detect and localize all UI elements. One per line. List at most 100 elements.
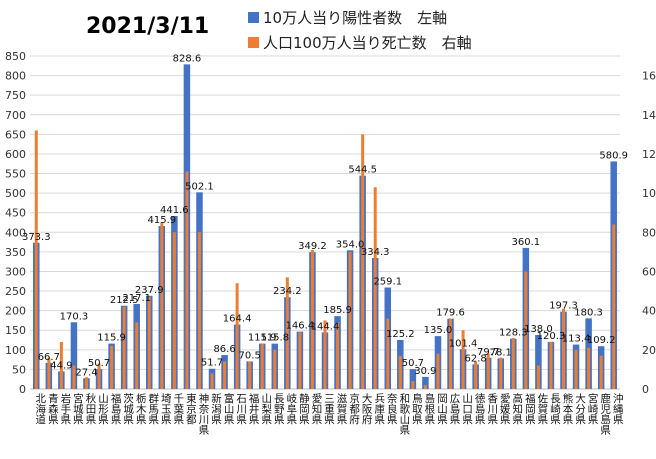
deaths-bar (298, 332, 302, 389)
cases-value-label: 259.1 (373, 276, 402, 287)
deaths-bar (84, 377, 88, 389)
cases-value-label: 146.4 (286, 321, 315, 332)
category-label: 神奈川県 (197, 392, 209, 436)
deaths-bar (599, 355, 603, 389)
left-tick-label: 350 (5, 246, 26, 259)
cases-value-label: 170.3 (60, 311, 89, 322)
category-label: 茨城県 (122, 392, 134, 425)
deaths-bar (47, 357, 51, 389)
legend-cases-label: 10万人当り陽性者数 左軸 (263, 9, 447, 27)
category-label: 兵庫県 (373, 392, 385, 425)
deaths-bar (97, 363, 101, 389)
deaths-bar (34, 130, 38, 389)
deaths-bar (310, 249, 314, 389)
legend-deaths-swatch (248, 37, 259, 48)
category-label: 福井県 (248, 392, 260, 425)
category-label: 和歌山県 (398, 393, 410, 436)
left-tick-label: 700 (5, 109, 26, 122)
category-label: 山口県 (461, 393, 473, 425)
category-label: 大阪府 (361, 392, 373, 425)
legend-deaths-label: 人口100万人当り死亡数 右軸 (263, 34, 472, 52)
bars (33, 64, 617, 390)
category-label: 香川県 (486, 393, 498, 425)
category-label: 栃木県 (135, 392, 147, 425)
deaths-bar (110, 345, 114, 389)
cases-value-label: 70.5 (239, 350, 261, 361)
category-label: 愛媛県 (499, 392, 511, 425)
cases-value-label: 415.9 (147, 215, 176, 226)
category-label: 新潟県 (210, 392, 222, 425)
deaths-bar (147, 296, 151, 389)
cases-value-label: 360.1 (512, 237, 541, 248)
deaths-bar (449, 318, 453, 389)
deaths-bar (499, 357, 503, 389)
category-label: 東京都 (185, 392, 197, 425)
category-label: 鳥取県 (411, 392, 423, 425)
category-label: 福島県 (110, 392, 122, 425)
category-label: 富山県 (223, 392, 235, 425)
gridlines (30, 55, 620, 390)
cases-value-label: 354.0 (336, 239, 365, 250)
right-tick-label: 60 (642, 265, 656, 278)
cases-value-label: 79.7 (477, 347, 499, 358)
cases-value-label: 180.3 (574, 307, 603, 318)
left-tick-label: 100 (5, 344, 26, 357)
category-label: 福岡県 (524, 392, 536, 425)
deaths-bar (361, 134, 365, 389)
left-tick-label: 550 (5, 168, 26, 181)
cases-value-label: 113.4 (562, 334, 591, 345)
deaths-bar (197, 232, 201, 389)
deaths-bar (386, 318, 390, 389)
right-axis: 0 20 40 60 80 100 120 140 160 (642, 70, 656, 396)
deaths-bar (436, 353, 440, 389)
cases-value-label: 185.9 (323, 305, 352, 316)
category-label: 広島県 (449, 392, 461, 425)
cases-value-label: 30.9 (414, 366, 436, 377)
deaths-bar (461, 330, 465, 389)
cases-value-label: 217.1 (122, 293, 151, 304)
deaths-bar (223, 361, 227, 389)
left-tick-label: 750 (5, 89, 26, 102)
deaths-bar (260, 343, 264, 389)
category-label: 長野県 (273, 393, 285, 425)
deaths-bar (373, 187, 377, 389)
left-tick-label: 800 (5, 70, 26, 83)
category-label: 岩手県 (59, 392, 71, 425)
category-label: 鹿児島県 (599, 392, 611, 436)
category-label: 京都府 (348, 392, 360, 425)
cases-value-label: 51.7 (201, 358, 223, 369)
right-tick-label: 0 (642, 383, 649, 396)
cases-bar (535, 334, 542, 389)
cases-value-label: 86.6 (213, 344, 235, 355)
category-label: 山形県 (97, 393, 109, 425)
category-label: 沖縄県 (612, 392, 624, 425)
category-label: 千葉県 (172, 393, 184, 425)
deaths-bar (511, 338, 515, 389)
deaths-bar (135, 322, 139, 389)
deaths-bar (549, 341, 553, 389)
cases-value-label: 144.4 (311, 321, 340, 332)
cases-value-label: 115.9 (97, 333, 126, 344)
deaths-bar (398, 355, 402, 389)
category-label: 愛知県 (310, 392, 322, 425)
left-tick-label: 200 (5, 305, 26, 318)
cases-value-label: 62.8 (465, 353, 487, 364)
deaths-bar (160, 222, 164, 389)
deaths-bar (536, 365, 540, 389)
left-tick-label: 600 (5, 148, 26, 161)
deaths-bar (336, 322, 340, 389)
category-label: 岐阜県 (285, 392, 297, 425)
cases-value-label: 115.8 (260, 333, 289, 344)
category-label: 宮城県 (72, 392, 84, 425)
category-label: 三重県 (323, 393, 335, 425)
right-tick-label: 140 (642, 109, 656, 122)
deaths-bar (524, 271, 528, 389)
cases-value-label: 441.6 (160, 205, 189, 216)
category-label: 群馬県 (147, 392, 159, 425)
cases-value-label: 135.0 (424, 325, 453, 336)
cases-value-label: 66.7 (38, 352, 60, 363)
left-tick-label: 650 (5, 128, 26, 141)
left-tick-label: 150 (5, 324, 26, 337)
left-tick-label: 850 (5, 50, 26, 63)
